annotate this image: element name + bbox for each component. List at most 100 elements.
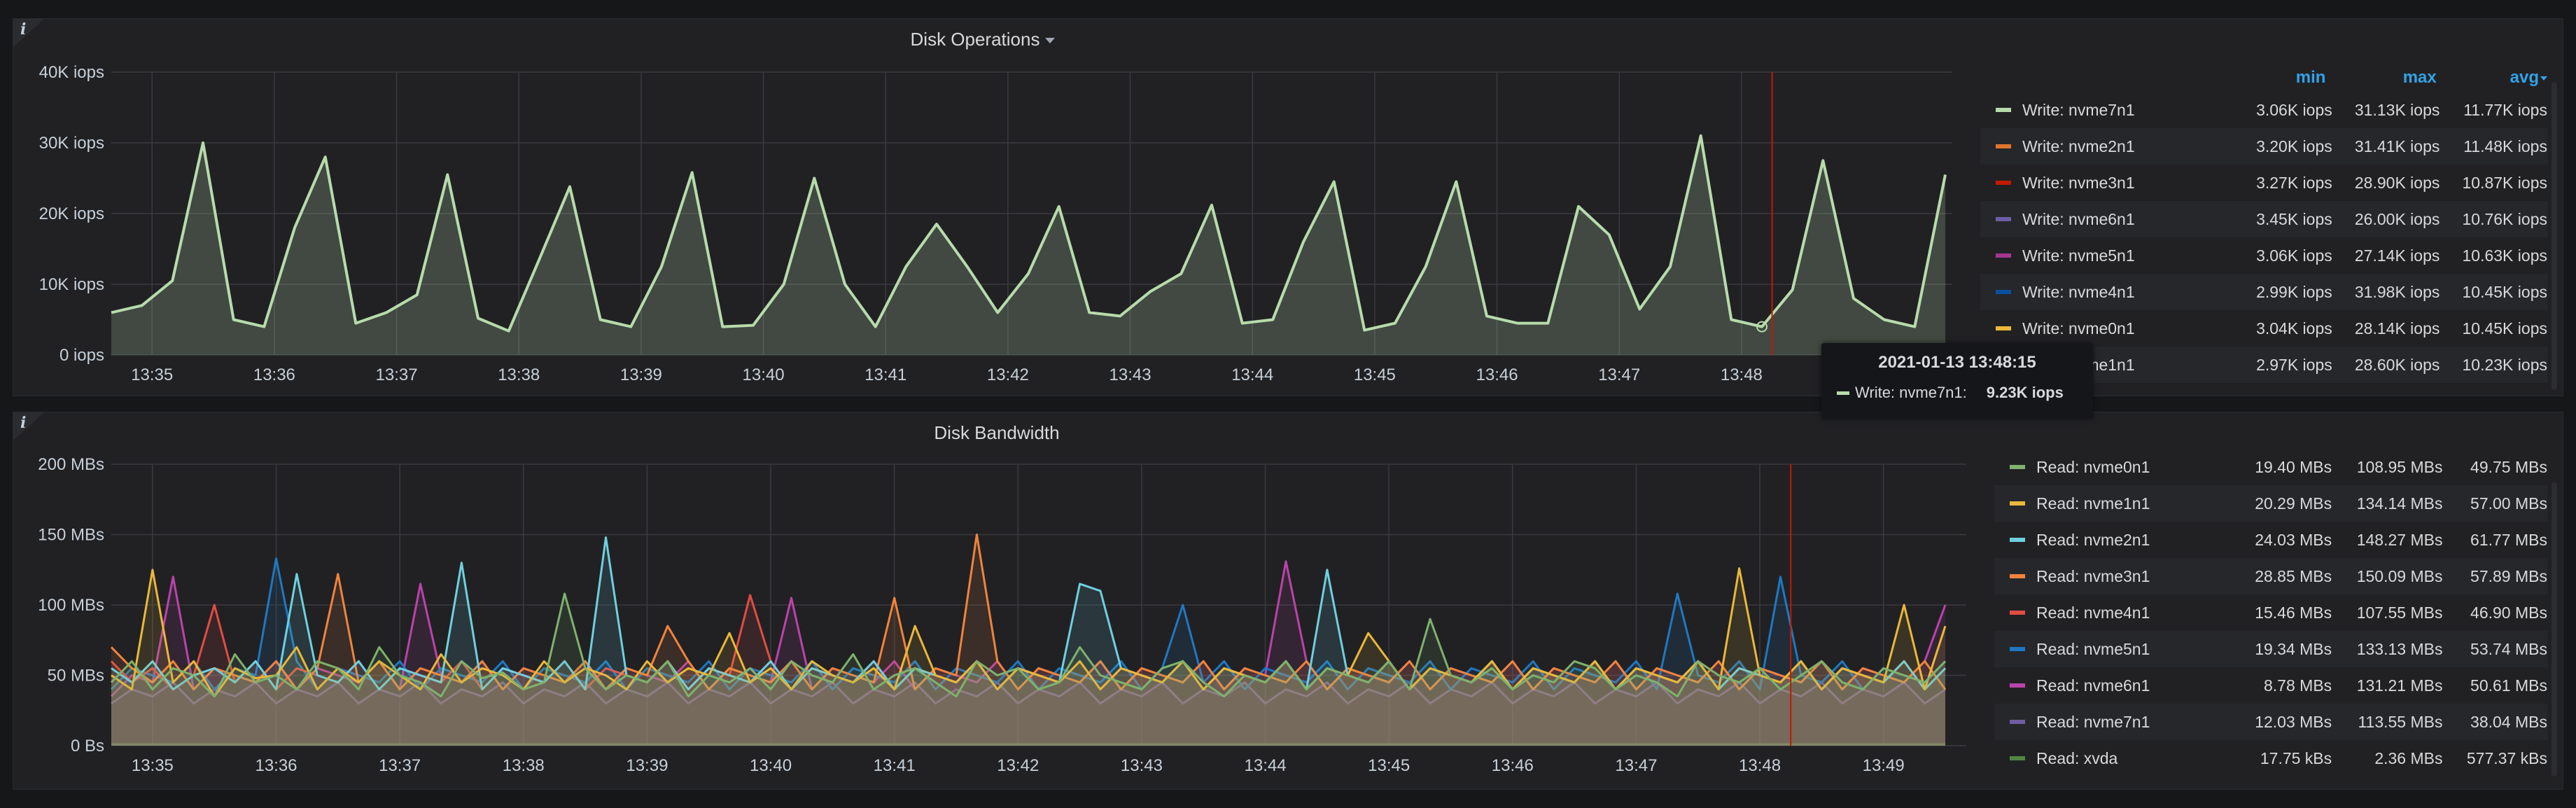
legend-row[interactable]: Read: nvme6n1 8.78 MBs 131.21 MBs 50.61 MBs: [1994, 667, 2547, 704]
legend-row[interactable]: Read: nvme1n1 20.29 MBs 134.14 MBs 57.00 MB…: [1994, 485, 2547, 522]
chevron-down-icon[interactable]: [1045, 38, 1056, 44]
x-tick-label: 13:36: [255, 756, 297, 775]
series-read-nvme0n1-area: [111, 593, 1945, 746]
disk-bandwidth-chart[interactable]: 0 Bs 50 MBs 100 MBs 150 MBs 200 MBs 13:35 13:3…: [13, 412, 1994, 790]
legend-row[interactable]: Write: nvme3n1 3.27K iops 28.90K iops 10.87…: [1980, 165, 2547, 201]
legend-avg-value: 10.23K iops: [2462, 355, 2547, 374]
x-tick-label: 13:37: [379, 756, 421, 775]
legend-series-name[interactable]: Read: nvme4n1: [2036, 603, 2150, 622]
legend-row[interactable]: Read: nvme2n1 24.03 MBs 148.27 MBs 61.77 MB…: [1994, 522, 2547, 558]
legend-series-name[interactable]: Read: xvda: [2036, 748, 2118, 767]
legend-series-name[interactable]: Write: nvme4n1: [2022, 282, 2135, 301]
legend-series-name[interactable]: Read: nvme1n1: [2036, 494, 2150, 513]
legend-swatch[interactable]: [2010, 538, 2025, 542]
legend-row[interactable]: Read: nvme3n1 28.85 MBs 150.09 MBs 57.89 MB…: [1994, 558, 2547, 594]
legend-max-value: 108.95 MBs: [2356, 457, 2443, 476]
legend-min-value: 3.27K iops: [2256, 173, 2332, 192]
x-tick-label: 13:37: [376, 365, 418, 384]
hover-tooltip: 2021-01-13 13:48:15 Write: nvme7n1: 9.23…: [1821, 343, 2093, 419]
legend-avg-value: 10.76K iops: [2462, 209, 2547, 228]
legend-series-name[interactable]: Write: nvme2n1: [2022, 137, 2135, 155]
legend-swatch[interactable]: [1996, 108, 2011, 112]
series-read-nvme7n1-area: [111, 682, 1945, 746]
legend-row[interactable]: Read: xvda 17.75 kBs 2.36 MBs 577.37 kBs: [1994, 740, 2547, 776]
legend-row[interactable]: Read: nvme5n1 19.34 MBs 133.13 MBs 53.74 MB…: [1994, 631, 2547, 667]
legend-min-value: 8.78 MBs: [2264, 676, 2332, 695]
y-tick-label: 200 MBs: [38, 455, 104, 474]
legend-swatch[interactable]: [1996, 181, 2011, 185]
legend-row[interactable]: Write: nvme5n1 3.06K iops 27.14K iops 10.63…: [1980, 237, 2547, 274]
legend-series-name[interactable]: Write: nvme7n1: [2022, 100, 2135, 119]
x-tick-label: 13:45: [1368, 756, 1410, 775]
legend-min-value: 20.29 MBs: [2255, 494, 2332, 513]
legend-swatch[interactable]: [1996, 217, 2011, 221]
legend-max-value: 134.14 MBs: [2356, 494, 2443, 513]
legend-series-name[interactable]: Write: nvme6n1: [2022, 209, 2135, 228]
legend-scrollbar[interactable]: [2552, 482, 2557, 776]
legend-max-value: 28.60K iops: [2354, 355, 2440, 374]
x-tick-label: 13:47: [1615, 756, 1657, 775]
legend-header-avg[interactable]: avg: [2437, 68, 2547, 88]
legend-swatch[interactable]: [2010, 720, 2025, 724]
legend-row[interactable]: Read: nvme7n1 12.03 MBs 113.55 MBs 38.04 MB…: [1994, 704, 2547, 740]
y-tick-label: 30K iops: [39, 134, 104, 153]
legend-series-name[interactable]: Write: nvme5n1: [2022, 246, 2135, 265]
legend-series-name[interactable]: Read: nvme5n1: [2036, 639, 2150, 658]
legend-series-name[interactable]: Read: nvme6n1: [2036, 676, 2150, 695]
legend-min-value: 17.75 kBs: [2260, 748, 2332, 767]
legend-scrollbar[interactable]: [2552, 82, 2557, 390]
legend-avg-value: 57.89 MBs: [2470, 566, 2547, 585]
legend-header-min[interactable]: min: [2295, 68, 2326, 87]
legend-header-max[interactable]: max: [2402, 68, 2437, 87]
x-tick-label: 13:43: [1121, 756, 1163, 775]
series-read-nvme0n1-line[interactable]: [110, 592, 1947, 698]
panel-title[interactable]: Disk Operations: [13, 29, 1952, 50]
legend-swatch[interactable]: [2010, 647, 2025, 651]
legend-series-name[interactable]: Read: nvme2n1: [2036, 530, 2150, 549]
legend-series-name[interactable]: Write: nvme0n1: [2022, 319, 2135, 337]
panel-title-text[interactable]: Disk Bandwidth: [934, 422, 1060, 443]
legend-swatch[interactable]: [1996, 144, 2011, 148]
legend-row[interactable]: Write: nvme2n1 3.20K iops 31.41K iops 11.48…: [1980, 128, 2547, 165]
y-tick-label: 40K iops: [39, 63, 104, 82]
x-tick-label: 13:38: [503, 756, 545, 775]
legend-series-name[interactable]: Read: nvme7n1: [2036, 712, 2150, 731]
legend-swatch[interactable]: [1996, 253, 2011, 258]
legend-row[interactable]: Write: nvme4n1 2.99K iops 31.98K iops 10.45…: [1980, 274, 2547, 310]
legend-swatch[interactable]: [1996, 326, 2011, 330]
legend-row[interactable]: Read: nvme0n1 19.40 MBs 108.95 MBs 49.75 MB…: [1994, 449, 2547, 485]
legend-row[interactable]: Write: nvme6n1 3.45K iops 26.00K iops 10.76…: [1980, 201, 2547, 237]
y-tick-label: 0 iops: [59, 346, 104, 365]
legend-swatch[interactable]: [2010, 501, 2025, 506]
legend-swatch[interactable]: [2010, 683, 2025, 688]
series-read-nvme5n1-line[interactable]: [110, 557, 1947, 691]
legend-swatch[interactable]: [2010, 756, 2025, 760]
legend-row[interactable]: Read: nvme4n1 15.46 MBs 107.55 MBs 46.90 MB…: [1994, 594, 2547, 631]
legend-swatch[interactable]: [1996, 290, 2011, 294]
legend-max-value: 2.36 MBs: [2374, 748, 2443, 767]
legend-swatch[interactable]: [2010, 611, 2025, 615]
y-tick-label: 0 Bs: [71, 737, 104, 755]
legend-row[interactable]: Write: nvme7n1 3.06K iops 31.13K iops 11.77…: [1980, 92, 2547, 128]
panel-title[interactable]: Disk Bandwidth: [13, 422, 1980, 444]
x-tick-label: 13:35: [132, 756, 174, 775]
series-read-nvme1n1-line[interactable]: [111, 567, 1947, 698]
legend-series-name[interactable]: Read: nvme3n1: [2036, 566, 2150, 585]
legend-avg-value: 57.00 MBs: [2470, 494, 2547, 513]
x-tick-label: 13:40: [743, 365, 785, 384]
series-read-nvme4n1-area: [111, 594, 1945, 746]
legend-min-value: 3.45K iops: [2256, 209, 2332, 228]
legend-max-value: 31.98K iops: [2354, 282, 2440, 301]
legend-series-name[interactable]: Write: nvme3n1: [2022, 173, 2135, 192]
legend-row[interactable]: Write: nvme0n1 3.04K iops 28.14K iops 10.45…: [1980, 310, 2547, 347]
series-write-nvme7n1-line[interactable]: [111, 134, 1947, 333]
disk-operations-chart[interactable]: 0 iops 10K iops 20K iops 30K iops 40K iops 13…: [13, 19, 1973, 397]
x-tick-label: 13:48: [1739, 756, 1781, 775]
legend-min-value: 24.03 MBs: [2255, 530, 2332, 549]
legend-swatch[interactable]: [2010, 574, 2025, 578]
legend-swatch[interactable]: [2010, 465, 2025, 469]
panel-title-text[interactable]: Disk Operations: [910, 29, 1040, 50]
y-tick-label: 50 MBs: [48, 667, 104, 685]
legend-series-name[interactable]: Read: nvme0n1: [2036, 457, 2150, 476]
x-tick-label: 13:40: [750, 756, 792, 775]
